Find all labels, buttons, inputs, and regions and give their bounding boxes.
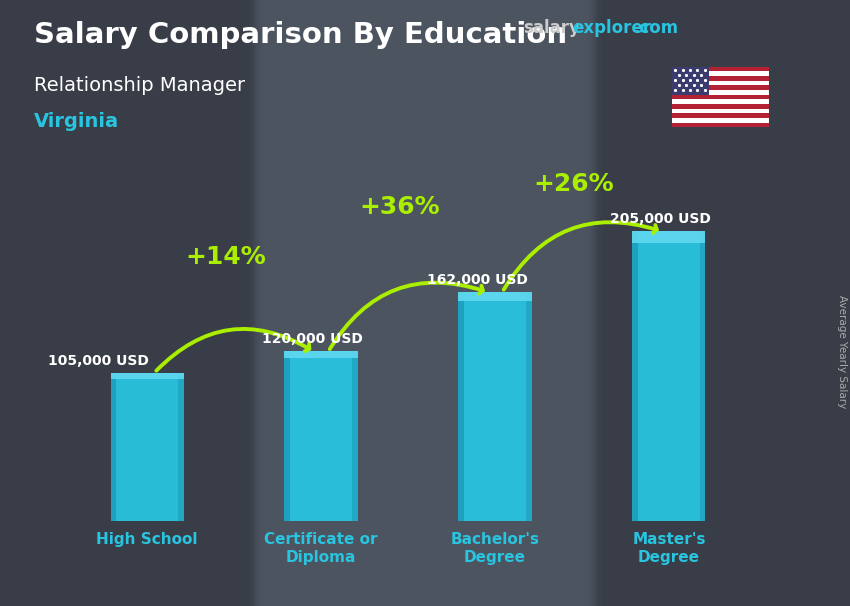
Text: 205,000 USD: 205,000 USD [609,212,711,226]
FancyBboxPatch shape [632,231,706,521]
Bar [672,90,769,95]
FancyArrowPatch shape [156,329,309,371]
Bar [672,122,769,127]
Text: Relationship Manager: Relationship Manager [34,76,245,95]
FancyBboxPatch shape [285,351,358,358]
Text: salary: salary [523,19,580,38]
FancyBboxPatch shape [458,292,531,301]
FancyBboxPatch shape [110,373,184,521]
Bar [672,81,769,85]
FancyBboxPatch shape [110,373,184,379]
Text: explorer: explorer [572,19,651,38]
Bar [672,95,769,99]
Bar [672,113,769,118]
Bar [672,104,769,108]
Bar [672,118,769,122]
FancyBboxPatch shape [352,351,358,521]
FancyBboxPatch shape [700,231,706,521]
Bar [672,72,769,76]
Bar [672,85,769,90]
Text: Virginia: Virginia [34,112,119,131]
FancyArrowPatch shape [504,222,657,290]
FancyBboxPatch shape [458,292,464,521]
Bar [672,67,709,95]
Text: 162,000 USD: 162,000 USD [428,273,528,287]
Text: 105,000 USD: 105,000 USD [48,353,149,368]
Text: +14%: +14% [185,245,266,270]
Text: Average Yearly Salary: Average Yearly Salary [837,295,847,408]
Bar [672,67,769,72]
FancyBboxPatch shape [285,351,291,521]
FancyBboxPatch shape [525,292,531,521]
Bar [672,99,769,104]
FancyBboxPatch shape [285,351,358,521]
Bar [672,108,769,113]
Text: +26%: +26% [533,172,614,196]
FancyBboxPatch shape [632,231,706,243]
Bar [672,76,769,81]
FancyBboxPatch shape [110,373,116,521]
FancyBboxPatch shape [458,292,531,521]
Text: Salary Comparison By Education: Salary Comparison By Education [34,21,567,49]
Text: .com: .com [633,19,678,38]
FancyBboxPatch shape [632,231,638,521]
FancyBboxPatch shape [178,373,184,521]
Text: 120,000 USD: 120,000 USD [262,332,363,347]
Text: +36%: +36% [359,195,439,219]
FancyArrowPatch shape [330,282,483,349]
